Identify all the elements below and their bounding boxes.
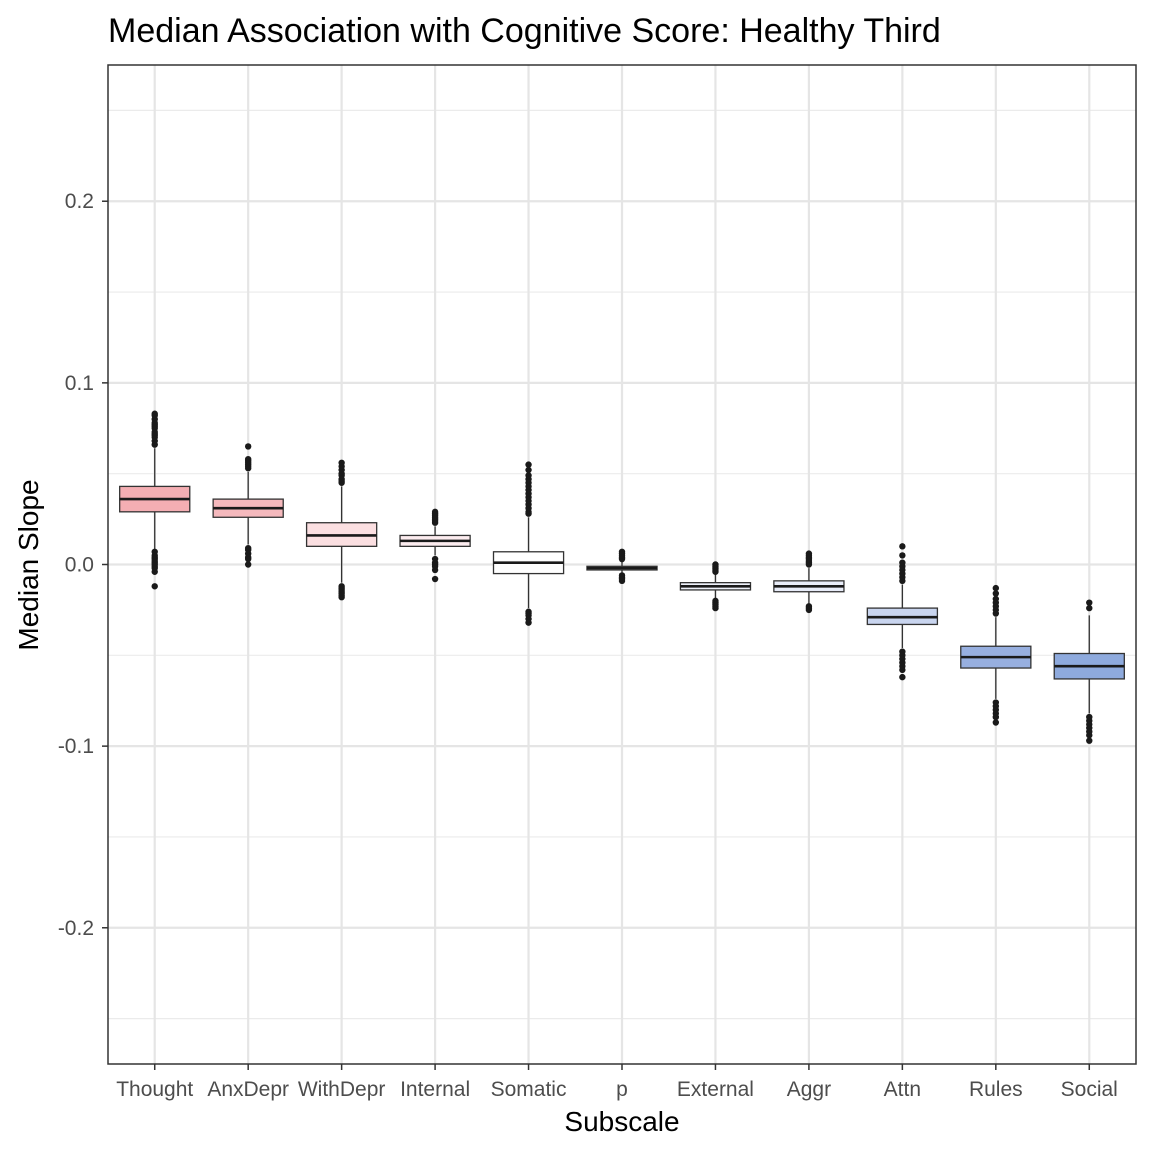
- outlier-point: [338, 593, 345, 601]
- x-tick-label: Attn: [884, 1078, 921, 1101]
- box-somatic: [492, 461, 565, 626]
- outlier-point: [244, 555, 252, 563]
- outlier-point: [618, 577, 626, 585]
- x-tick-label: Rules: [969, 1078, 1023, 1101]
- outlier-point: [899, 552, 906, 559]
- outlier-point: [899, 666, 906, 674]
- outlier-point: [1086, 732, 1093, 739]
- box-anxdepr: [212, 443, 284, 568]
- box-p: [586, 548, 658, 585]
- x-tick-label: External: [677, 1078, 754, 1101]
- outlier-point: [151, 568, 158, 575]
- outlier-point: [805, 606, 813, 614]
- outlier-point: [1086, 604, 1093, 612]
- x-tick-label: Social: [1061, 1078, 1118, 1101]
- outlier-point: [151, 583, 158, 590]
- outlier-point: [338, 459, 345, 466]
- box-external: [679, 561, 752, 612]
- box-thought: [119, 410, 191, 590]
- outlier-point: [525, 472, 532, 479]
- outlier-point: [525, 466, 532, 474]
- outlier-point: [525, 619, 532, 626]
- outlier-point: [992, 590, 1000, 597]
- x-tick-label: p: [616, 1078, 628, 1101]
- outlier-point: [992, 713, 1000, 721]
- outlier-point: [244, 455, 252, 463]
- outlier-point: [712, 561, 719, 568]
- x-axis-ticks: Thought AnxDepr WithDepr Internal Somatic p Ex…: [116, 1064, 1118, 1101]
- outlier-point: [712, 604, 719, 612]
- x-tick-label: Somatic: [491, 1078, 567, 1101]
- outlier-point: [618, 548, 626, 555]
- x-tick-label: Internal: [400, 1078, 470, 1101]
- outlier-point: [805, 550, 813, 557]
- y-tick-label: 0.2: [65, 190, 94, 213]
- x-tick-label: Aggr: [787, 1078, 831, 1101]
- box-attn: [866, 543, 939, 681]
- outlier-point: [1086, 737, 1093, 744]
- outlier-point: [151, 410, 158, 417]
- box-social: [1053, 599, 1125, 744]
- outlier-point: [1086, 599, 1093, 606]
- x-tick-label: Thought: [116, 1078, 193, 1101]
- y-axis-ticks: -0.2 -0.1 0.0 0.1 0.2: [58, 190, 108, 940]
- outlier-point: [899, 559, 906, 566]
- x-axis-title: Subscale: [564, 1106, 679, 1137]
- outlier-point: [992, 719, 1000, 726]
- outlier-point: [992, 595, 1000, 603]
- y-tick-label: -0.2: [58, 917, 94, 940]
- outlier-point: [992, 584, 1000, 592]
- outlier-point: [899, 543, 906, 550]
- outlier-point: [244, 561, 252, 568]
- y-tick-label: 0.1: [65, 372, 94, 395]
- box-series: [119, 410, 1125, 744]
- outlier-point: [244, 443, 252, 450]
- box-internal: [399, 508, 471, 583]
- box-rules: [960, 584, 1032, 726]
- box-withdepr: [305, 459, 378, 601]
- y-tick-label: 0.0: [65, 554, 94, 577]
- outlier-point: [525, 461, 532, 468]
- outlier-point: [431, 566, 439, 574]
- outlier-point: [899, 673, 906, 681]
- x-tick-label: WithDepr: [298, 1078, 386, 1101]
- y-axis-title: Median Slope: [13, 479, 44, 650]
- outlier-point: [431, 575, 439, 583]
- box-aggr: [773, 550, 845, 614]
- chart-title: Median Association with Cognitive Score:…: [108, 12, 941, 50]
- y-tick-label: -0.1: [58, 735, 94, 758]
- x-tick-label: AnxDepr: [207, 1078, 289, 1101]
- outlier-point: [431, 508, 439, 516]
